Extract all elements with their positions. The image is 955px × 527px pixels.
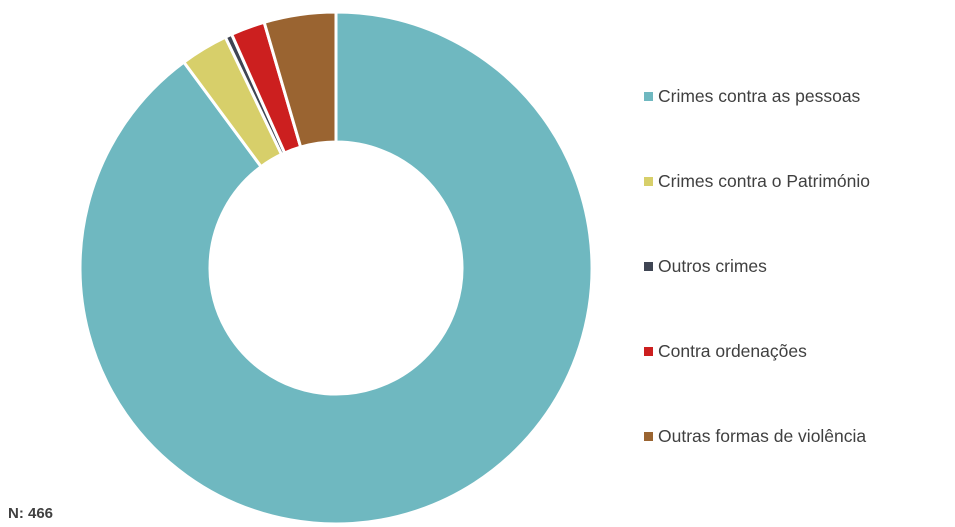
donut-slice-crimes-contra-as-pessoas — [78, 10, 594, 526]
donut-slice-outras-formas-de-violencia — [262, 10, 338, 149]
donut-chart — [78, 10, 594, 526]
legend-label: Outras formas de violência — [658, 426, 867, 446]
legend-label: Contra ordenações — [658, 341, 807, 361]
chart-legend: Crimes contra as pessoas Crimes contra o… — [644, 0, 955, 527]
legend-item-outros-crimes: Outros crimes — [644, 256, 767, 277]
legend-swatch — [644, 92, 653, 101]
legend-swatch — [644, 177, 653, 186]
legend-item-outras-formas-de-violencia: Outras formas de violência — [644, 426, 866, 447]
legend-label: Outros crimes — [658, 256, 767, 276]
legend-swatch — [644, 262, 653, 271]
legend-item-crimes-contra-o-patrimonio: Crimes contra o Património — [644, 171, 870, 192]
legend-label: Crimes contra o Património — [658, 171, 871, 191]
sample-size-label: N: 466 — [8, 505, 54, 522]
legend-label: Crimes contra as pessoas — [658, 86, 861, 106]
legend-swatch — [644, 432, 653, 441]
legend-item-contra-ordenacoes: Contra ordenações — [644, 341, 807, 362]
legend-item-crimes-contra-as-pessoas: Crimes contra as pessoas — [644, 86, 860, 107]
legend-swatch — [644, 347, 653, 356]
